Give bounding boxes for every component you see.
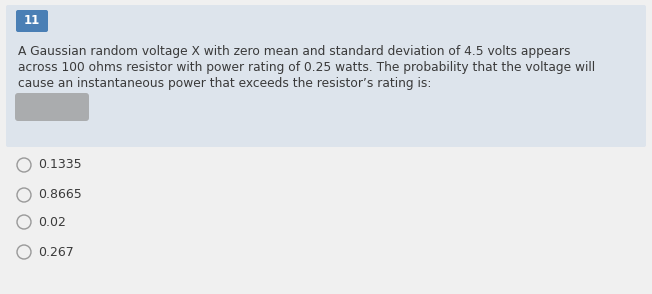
Text: across 100 ohms resistor with power rating of 0.25 watts. The probability that t: across 100 ohms resistor with power rati… [18, 61, 595, 74]
Text: A Gaussian random voltage X with zero mean and standard deviation of 4.5 volts a: A Gaussian random voltage X with zero me… [18, 46, 570, 59]
FancyBboxPatch shape [16, 10, 48, 32]
Text: 0.267: 0.267 [38, 245, 74, 258]
Text: cause an instantaneous power that exceeds the resistor’s rating is:: cause an instantaneous power that exceed… [18, 78, 432, 91]
Text: 0.8665: 0.8665 [38, 188, 82, 201]
Text: 0.1335: 0.1335 [38, 158, 82, 171]
Text: 11: 11 [24, 14, 40, 28]
FancyBboxPatch shape [6, 5, 646, 147]
Text: 0.02: 0.02 [38, 216, 66, 228]
FancyBboxPatch shape [15, 93, 89, 121]
